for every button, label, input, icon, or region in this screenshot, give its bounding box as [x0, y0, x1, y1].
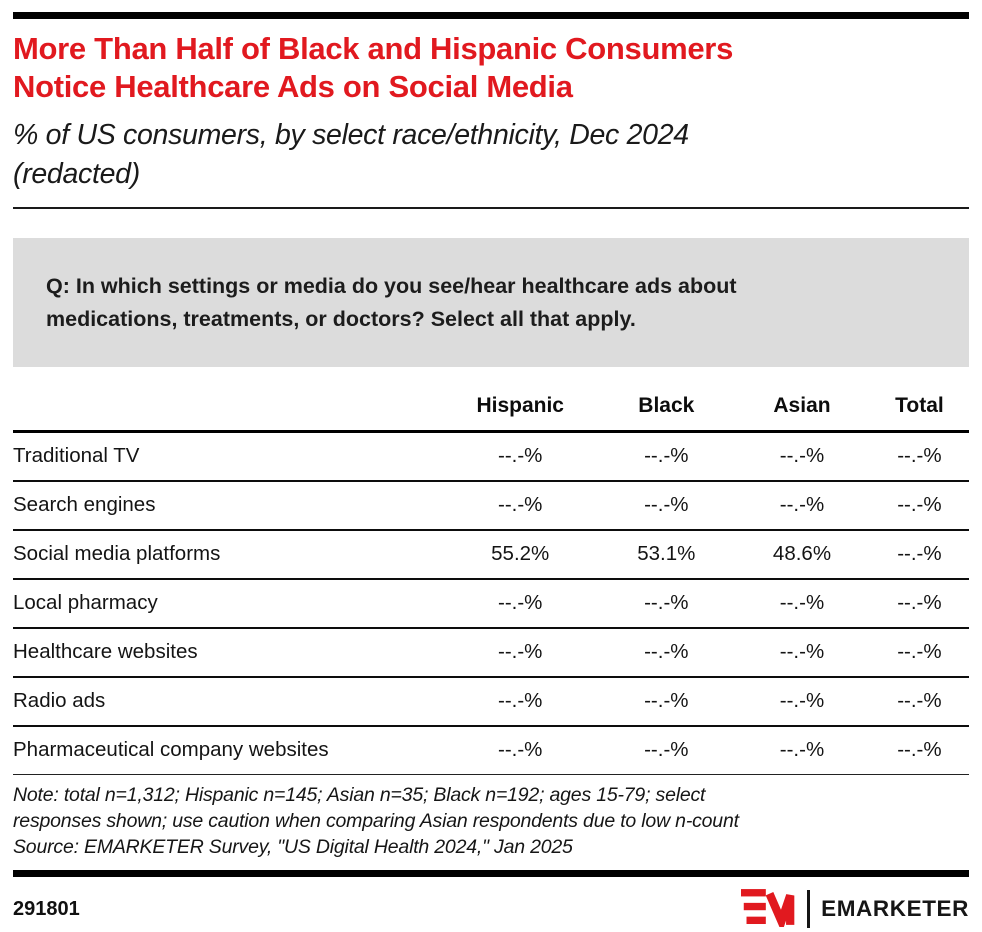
footer: 291801 EMARKETER: [13, 887, 969, 932]
cell-value: --.-%: [598, 627, 735, 678]
data-table: Hispanic Black Asian Total Traditional T…: [13, 385, 969, 775]
chart-title: More Than Half of Black and Hispanic Con…: [13, 31, 734, 104]
table-row-pharmaceutical-company-websites: Pharmaceutical company websites --.-% --…: [13, 725, 969, 775]
row-label: Radio ads: [13, 676, 442, 727]
table-row-local-pharmacy: Local pharmacy --.-% --.-% --.-% --.-%: [13, 578, 969, 629]
table-row-traditional-tv: Traditional TV --.-% --.-% --.-% --.-%: [13, 431, 969, 482]
cell-value: --.-%: [869, 431, 969, 482]
col-header-hispanic: Hispanic: [441, 385, 599, 433]
cell-value: --.-%: [734, 725, 870, 775]
cell-value: --.-%: [441, 725, 599, 775]
cell-value-highlight: 55.2%: [441, 529, 599, 580]
cell-value: --.-%: [734, 480, 870, 531]
chart-subtitle: % of US consumers, by select race/ethnic…: [13, 118, 689, 190]
cell-value: --.-%: [869, 627, 969, 678]
col-header-empty: [13, 385, 442, 433]
cell-value-highlight: 48.6%: [734, 529, 870, 580]
header-divider: [13, 207, 969, 210]
col-header-black: Black: [598, 385, 735, 433]
em-monogram-icon: [741, 887, 798, 932]
cell-value: --.-%: [441, 431, 599, 482]
col-header-total: Total: [869, 385, 969, 433]
emarketer-logo: EMARKETER: [741, 887, 969, 932]
top-rule-bar: [13, 12, 969, 19]
cell-value: --.-%: [734, 627, 870, 678]
table-row-search-engines: Search engines --.-% --.-% --.-% --.-%: [13, 480, 969, 531]
cell-value: --.-%: [869, 529, 969, 580]
cell-value: --.-%: [869, 725, 969, 775]
cell-value-highlight: 53.1%: [598, 529, 735, 580]
survey-question-box: Q: In which settings or media do you see…: [13, 238, 969, 367]
cell-value: --.-%: [734, 676, 870, 727]
cell-value: --.-%: [869, 676, 969, 727]
cell-value: --.-%: [869, 578, 969, 629]
cell-value: --.-%: [441, 627, 599, 678]
footnote-note: Note: total n=1,312; Hispanic n=145; Asi…: [13, 783, 739, 832]
logo-divider: [807, 890, 811, 929]
cell-value: --.-%: [598, 578, 735, 629]
footnote-source: Source: EMARKETER Survey, "US Digital He…: [13, 835, 573, 858]
cell-value: --.-%: [869, 480, 969, 531]
chart-page: More Than Half of Black and Hispanic Con…: [0, 12, 982, 932]
chart-id: 291801: [13, 897, 80, 920]
row-label: Pharmaceutical company websites: [13, 725, 442, 775]
col-header-asian: Asian: [734, 385, 870, 433]
table-row-radio-ads: Radio ads --.-% --.-% --.-% --.-%: [13, 676, 969, 727]
brand-name: EMARKETER: [821, 896, 969, 922]
table-row-healthcare-websites: Healthcare websites --.-% --.-% --.-% --…: [13, 627, 969, 678]
cell-value: --.-%: [598, 676, 735, 727]
table-row-social-media-platforms: Social media platforms 55.2% 53.1% 48.6%…: [13, 529, 969, 580]
row-label: Search engines: [13, 480, 442, 531]
cell-value: --.-%: [734, 431, 870, 482]
row-label: Social media platforms: [13, 529, 442, 580]
cell-value: --.-%: [734, 578, 870, 629]
row-label: Traditional TV: [13, 431, 442, 482]
cell-value: --.-%: [598, 431, 735, 482]
cell-value: --.-%: [598, 480, 735, 531]
cell-value: --.-%: [441, 480, 599, 531]
row-label: Healthcare websites: [13, 627, 442, 678]
table-header: Hispanic Black Asian Total: [13, 385, 969, 433]
cell-value: --.-%: [441, 676, 599, 727]
cell-value: --.-%: [598, 725, 735, 775]
cell-value: --.-%: [441, 578, 599, 629]
row-label: Local pharmacy: [13, 578, 442, 629]
bottom-rule-bar: [13, 869, 969, 877]
